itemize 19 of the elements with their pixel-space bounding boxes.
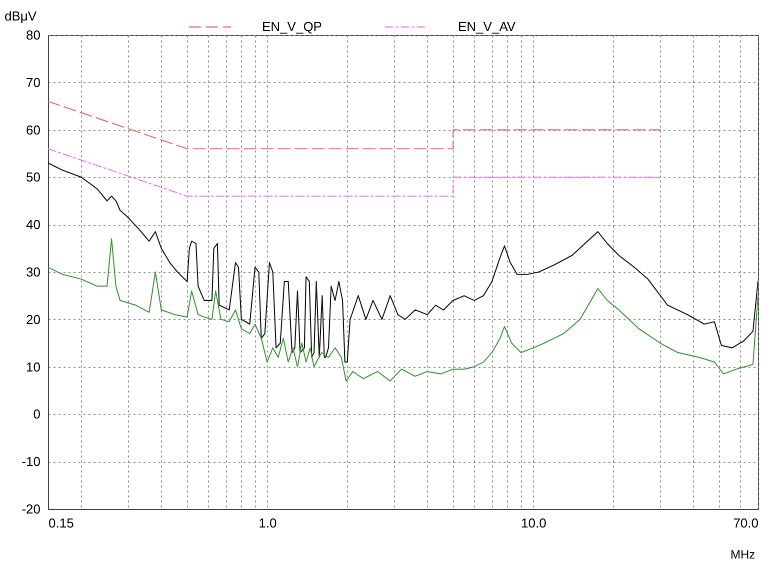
y-tick-label: 70	[26, 74, 40, 90]
y-tick-label: 0	[33, 406, 40, 422]
x-tick-label: 1.0	[258, 516, 277, 530]
y-tick-label: 80	[26, 28, 40, 42]
y-tick-label: 30	[26, 264, 40, 280]
legend-label: EN_V_QP	[262, 19, 322, 34]
legend-label: EN_V_AV	[458, 19, 516, 34]
y-axis-title: dBμV	[4, 8, 37, 24]
y-tick-label: 20	[26, 312, 40, 327]
x-tick-label: 0.15	[48, 516, 74, 530]
y-tick-label: 10	[26, 359, 40, 374]
y-tick-label: 60	[26, 122, 40, 138]
y-tick-label: 40	[26, 217, 40, 232]
y-tick-label: 50	[26, 170, 40, 185]
x-tick-label: 10.0	[521, 516, 546, 530]
x-axis-title: MHz	[730, 548, 756, 562]
x-tick-label: 70.0	[733, 516, 758, 530]
y-tick-label: -10	[22, 454, 40, 470]
y-tick-label: -20	[22, 502, 40, 516]
